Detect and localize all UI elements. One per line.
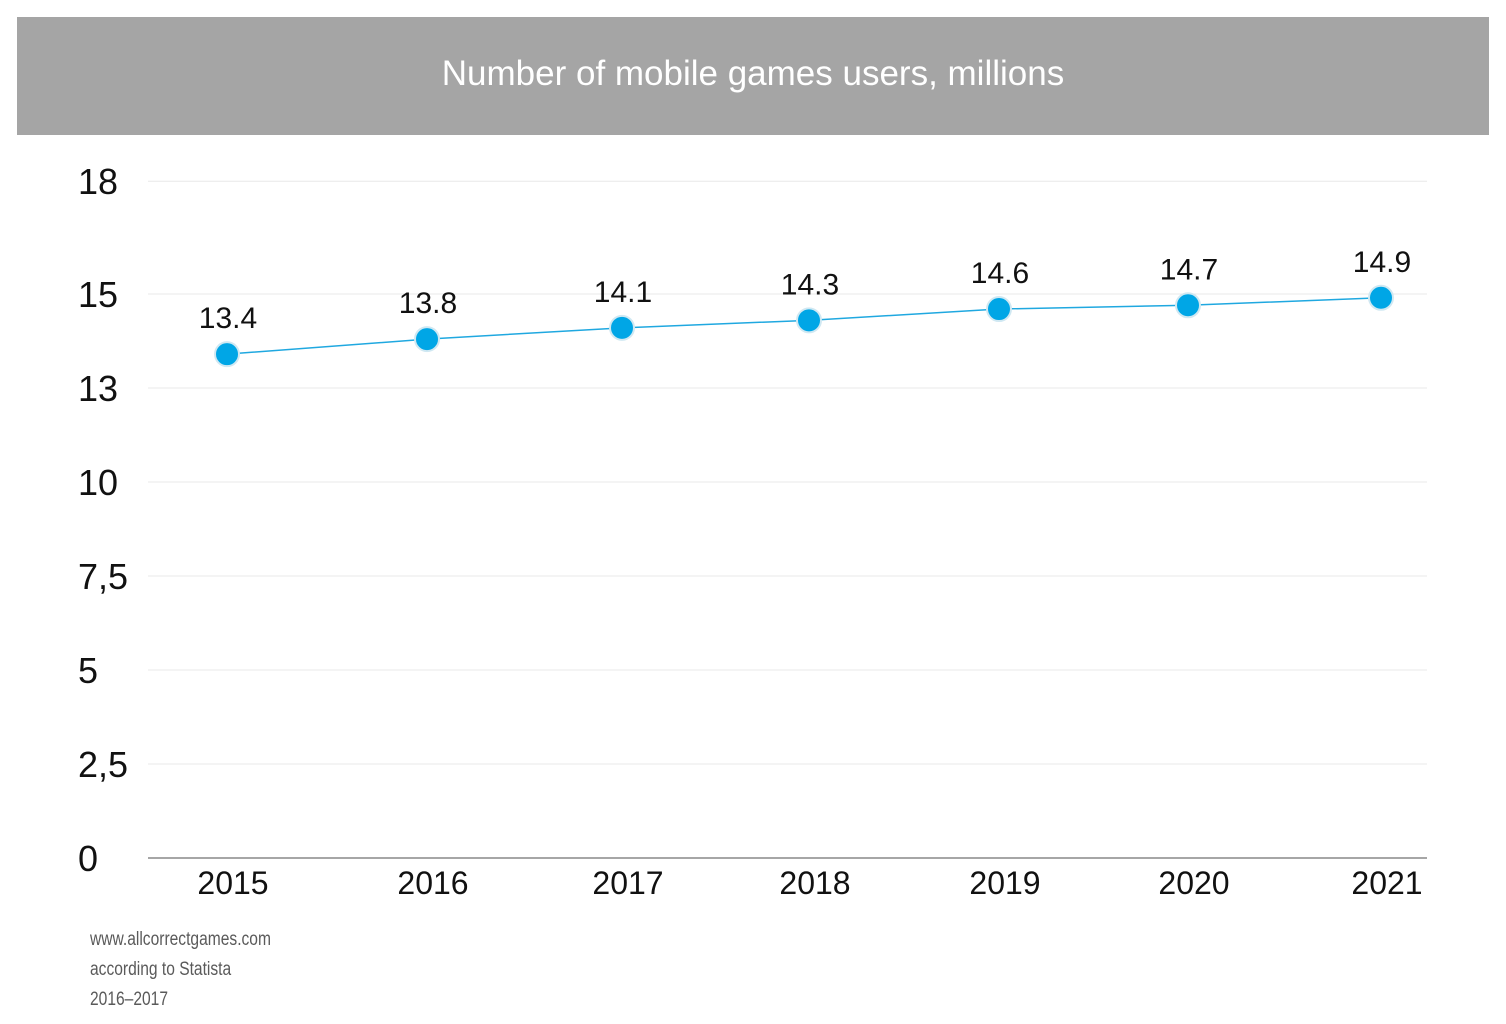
x-axis: 2015 2016 2017 2018 2019 2020 2021	[148, 857, 1427, 901]
data-label: 14.7	[1160, 253, 1218, 286]
x-tick-label: 2017	[592, 865, 663, 901]
data-point	[414, 326, 440, 353]
chart-title: Number of mobile games users, millions	[441, 54, 1065, 93]
data-point	[1175, 292, 1201, 319]
y-axis-ticks: 18 15 13 10 7,5 5 2,5 0	[78, 161, 128, 879]
data-point	[986, 296, 1012, 323]
y-tick-label: 5	[78, 650, 98, 691]
x-tick-label: 2015	[197, 865, 268, 901]
data-point	[1368, 284, 1394, 311]
x-tick-label: 2020	[1158, 865, 1229, 901]
source-attribution: according to Statista	[90, 959, 232, 980]
data-label: 14.3	[781, 268, 839, 301]
y-tick-label: 15	[78, 274, 118, 315]
data-point	[214, 341, 240, 368]
x-tick-label: 2019	[969, 865, 1040, 901]
y-tick-label: 7,5	[78, 556, 128, 597]
data-label: 13.8	[399, 287, 457, 320]
data-point	[796, 307, 822, 334]
y-tick-label: 0	[78, 838, 98, 879]
data-label: 14.9	[1353, 246, 1411, 279]
source-website: www.allcorrectgames.com	[90, 929, 271, 950]
data-series: 13.4 13.8 14.1 14.3 14.6 14.7 14.9	[199, 246, 1411, 368]
data-point	[609, 314, 635, 341]
chart-title-bar: Number of mobile games users, millions	[17, 17, 1489, 135]
data-label: 14.1	[594, 276, 652, 309]
data-label: 14.6	[971, 257, 1029, 290]
source-note: www.allcorrectgames.com according to Sta…	[90, 925, 271, 1015]
source-years: 2016–2017	[90, 989, 168, 1010]
data-label: 13.4	[199, 302, 257, 335]
x-tick-label: 2018	[779, 865, 850, 901]
y-tick-label: 18	[78, 161, 118, 202]
gridlines	[148, 180, 1427, 765]
y-tick-label: 10	[78, 462, 118, 503]
x-tick-label: 2016	[397, 865, 468, 901]
y-tick-label: 2,5	[78, 744, 128, 785]
y-tick-label: 13	[78, 368, 118, 409]
x-tick-label: 2021	[1351, 865, 1422, 901]
